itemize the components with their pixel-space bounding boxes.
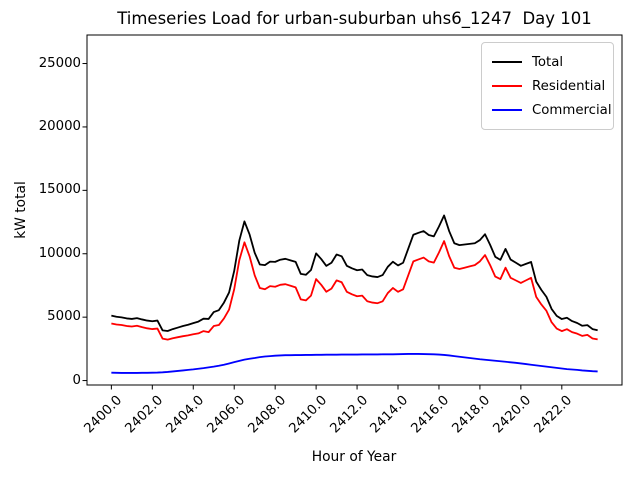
series-line-residential [111, 240, 598, 341]
legend-label: Commercial [532, 102, 612, 118]
chart-title: Timeseries Load for urban-suburban uhs6_… [117, 9, 592, 28]
legend-entry-residential: Residential [492, 74, 606, 98]
legend-entry-total: Total [492, 50, 603, 74]
x-axis-label: Hour of Year [311, 449, 397, 465]
total-line-swatch [492, 60, 522, 64]
y-tick-label: 5000 [47, 309, 81, 325]
commercial-line-swatch [492, 108, 522, 112]
series-line-total [111, 214, 598, 332]
y-tick-label: 20000 [38, 118, 81, 134]
axes-border [86, 34, 623, 386]
legend-label: Residential [532, 78, 606, 94]
y-tick-label: 15000 [38, 182, 81, 198]
y-tick-label: 25000 [38, 55, 81, 71]
residential-line-swatch [492, 84, 522, 88]
series-line-commercial [111, 353, 598, 374]
legend-entry-commercial: Commercial [492, 98, 612, 122]
legend: Total Residential Commercial [481, 42, 614, 130]
y-tick-label: 10000 [38, 245, 81, 261]
y-tick-label: 0 [72, 372, 81, 388]
legend-label: Total [532, 54, 564, 70]
